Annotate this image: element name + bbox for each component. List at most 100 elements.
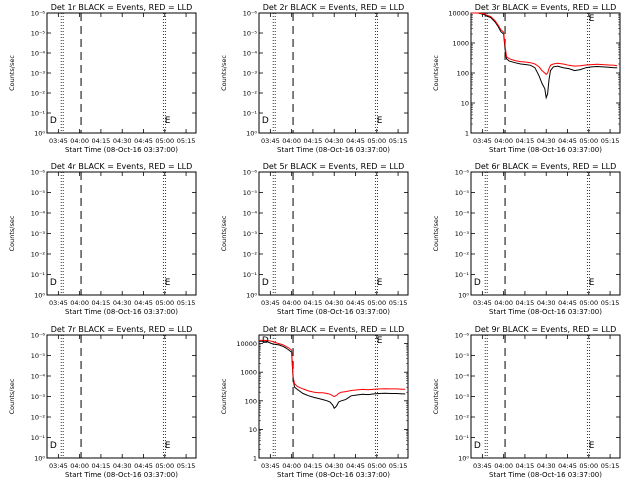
marker-d: D xyxy=(262,278,269,288)
x-tick-label: 04:00 xyxy=(70,462,89,470)
y-tick-label: 10⁻⁶ xyxy=(243,169,258,177)
x-tick-label: 04:30 xyxy=(113,137,132,145)
x-axis-label: Start Time (08-Oct-16 03:37:00) xyxy=(277,308,390,316)
x-tick-label: 04:00 xyxy=(494,137,513,145)
x-tick-label: 05:15 xyxy=(177,462,196,470)
plot-frame xyxy=(470,334,621,459)
y-tick-label: 10⁻¹ xyxy=(31,271,46,279)
panel-det-5: Det 5r BLACK = Events, RED = LLD Counts/s… xyxy=(220,162,409,316)
y-tick-label: 10⁻³ xyxy=(31,393,46,401)
plot-frame xyxy=(470,171,621,296)
panel-det-3: Det 3r BLACK = Events, RED = LLD Counts/s… xyxy=(432,3,621,154)
x-tick-label: 05:00 xyxy=(367,299,386,307)
y-tick-label: 10⁻¹ xyxy=(455,271,470,279)
y-axis-label: Counts/sec xyxy=(432,215,440,251)
y-tick-label: 10⁻⁵ xyxy=(243,30,258,38)
y-tick-label: 10000 xyxy=(236,340,257,348)
panel-title: Det 2r BLACK = Events, RED = LLD xyxy=(263,3,405,12)
panel-title: Det 9r BLACK = Events, RED = LLD xyxy=(475,325,617,334)
x-tick-label: 03:45 xyxy=(261,462,280,470)
y-tick-label: 10⁻¹ xyxy=(243,271,258,279)
x-tick-label: 04:15 xyxy=(304,137,323,145)
x-tick-label: 04:00 xyxy=(282,462,301,470)
x-axis-label: Start Time (08-Oct-16 03:37:00) xyxy=(277,471,390,479)
y-tick-label: 10⁻⁴ xyxy=(31,373,46,381)
y-tick-label: 10⁻¹ xyxy=(243,110,258,118)
x-tick-label: 04:00 xyxy=(282,137,301,145)
y-tick-label: 10⁻³ xyxy=(455,230,470,238)
panel-det-8: Det 8r BLACK = Events, RED = LLD Counts/s… xyxy=(220,325,409,479)
marker-d: D xyxy=(474,441,481,451)
x-tick-label: 03:45 xyxy=(473,462,492,470)
y-axis-label: Counts/sec xyxy=(8,55,16,91)
y-tick-label: 10⁻³ xyxy=(31,70,46,78)
marker-e: E xyxy=(165,441,171,451)
y-tick-label: 10⁻¹ xyxy=(31,110,46,118)
y-tick-label: 10⁻⁵ xyxy=(455,189,470,197)
y-tick-label: 10⁻³ xyxy=(243,230,258,238)
y-tick-label: 10⁻⁶ xyxy=(31,332,46,340)
x-axis-label: Start Time (08-Oct-16 03:37:00) xyxy=(65,146,178,154)
x-tick-label: 04:00 xyxy=(494,462,513,470)
x-tick-label: 04:15 xyxy=(92,462,111,470)
plot-frame xyxy=(46,334,197,459)
marker-e: E xyxy=(377,336,383,346)
y-tick-label: 1 xyxy=(253,455,257,463)
y-tick-label: 100 xyxy=(245,397,257,405)
x-tick-label: 05:00 xyxy=(579,462,598,470)
x-tick-label: 04:45 xyxy=(558,462,577,470)
panel-title: Det 1r BLACK = Events, RED = LLD xyxy=(51,3,193,12)
marker-d: D xyxy=(50,441,57,451)
x-tick-label: 05:15 xyxy=(601,299,620,307)
plot-frame xyxy=(46,12,197,134)
x-tick-label: 03:45 xyxy=(49,137,68,145)
x-tick-label: 04:30 xyxy=(537,462,556,470)
marker-e: E xyxy=(589,278,595,288)
x-axis-label: Start Time (08-Oct-16 03:37:00) xyxy=(65,471,178,479)
panel-det-4: Det 4r BLACK = Events, RED = LLD Counts/s… xyxy=(8,162,197,316)
y-tick-label: 10⁰ xyxy=(458,455,469,463)
x-tick-label: 05:00 xyxy=(367,137,386,145)
x-tick-label: 04:15 xyxy=(92,137,111,145)
panel-title: Det 5r BLACK = Events, RED = LLD xyxy=(263,162,405,171)
y-axis-label: Counts/sec xyxy=(8,215,16,251)
y-tick-label: 10⁰ xyxy=(458,292,469,300)
x-tick-label: 04:30 xyxy=(537,299,556,307)
y-tick-label: 10⁰ xyxy=(34,455,45,463)
x-tick-label: 03:45 xyxy=(473,299,492,307)
y-tick-label: 10⁰ xyxy=(34,130,45,138)
x-tick-label: 04:15 xyxy=(516,137,535,145)
y-tick-label: 1000 xyxy=(452,40,469,48)
x-tick-label: 03:45 xyxy=(49,462,68,470)
marker-d: D xyxy=(50,116,57,126)
panel-title: Det 8r BLACK = Events, RED = LLD xyxy=(263,325,405,334)
x-tick-label: 05:00 xyxy=(579,299,598,307)
y-tick-label: 10⁻¹ xyxy=(455,434,470,442)
x-tick-label: 05:00 xyxy=(155,299,174,307)
x-tick-label: 04:45 xyxy=(134,299,153,307)
y-tick-label: 10⁻⁴ xyxy=(455,373,470,381)
y-tick-label: 10⁻⁵ xyxy=(243,189,258,197)
y-axis-label: Counts/sec xyxy=(220,215,228,251)
y-tick-label: 10⁻⁴ xyxy=(455,210,470,218)
x-tick-label: 05:00 xyxy=(579,137,598,145)
y-tick-label: 10 xyxy=(249,426,257,434)
y-tick-label: 10⁻⁴ xyxy=(31,50,46,58)
marker-d: D xyxy=(50,278,57,288)
x-tick-label: 05:00 xyxy=(155,137,174,145)
y-tick-label: 10⁻³ xyxy=(31,230,46,238)
x-axis-label: Start Time (08-Oct-16 03:37:00) xyxy=(65,308,178,316)
marker-d: D xyxy=(262,116,269,126)
x-tick-label: 03:45 xyxy=(473,137,492,145)
y-tick-label: 10⁻⁵ xyxy=(31,352,46,360)
y-tick-label: 10⁻⁵ xyxy=(455,352,470,360)
y-tick-label: 10⁻³ xyxy=(455,393,470,401)
x-tick-label: 04:30 xyxy=(325,299,344,307)
x-tick-label: 04:30 xyxy=(325,137,344,145)
y-tick-label: 10⁻³ xyxy=(243,70,258,78)
x-tick-label: 05:15 xyxy=(177,137,196,145)
y-tick-label: 100 xyxy=(457,70,469,78)
y-tick-label: 10 xyxy=(461,100,469,108)
marker-e: E xyxy=(165,278,171,288)
